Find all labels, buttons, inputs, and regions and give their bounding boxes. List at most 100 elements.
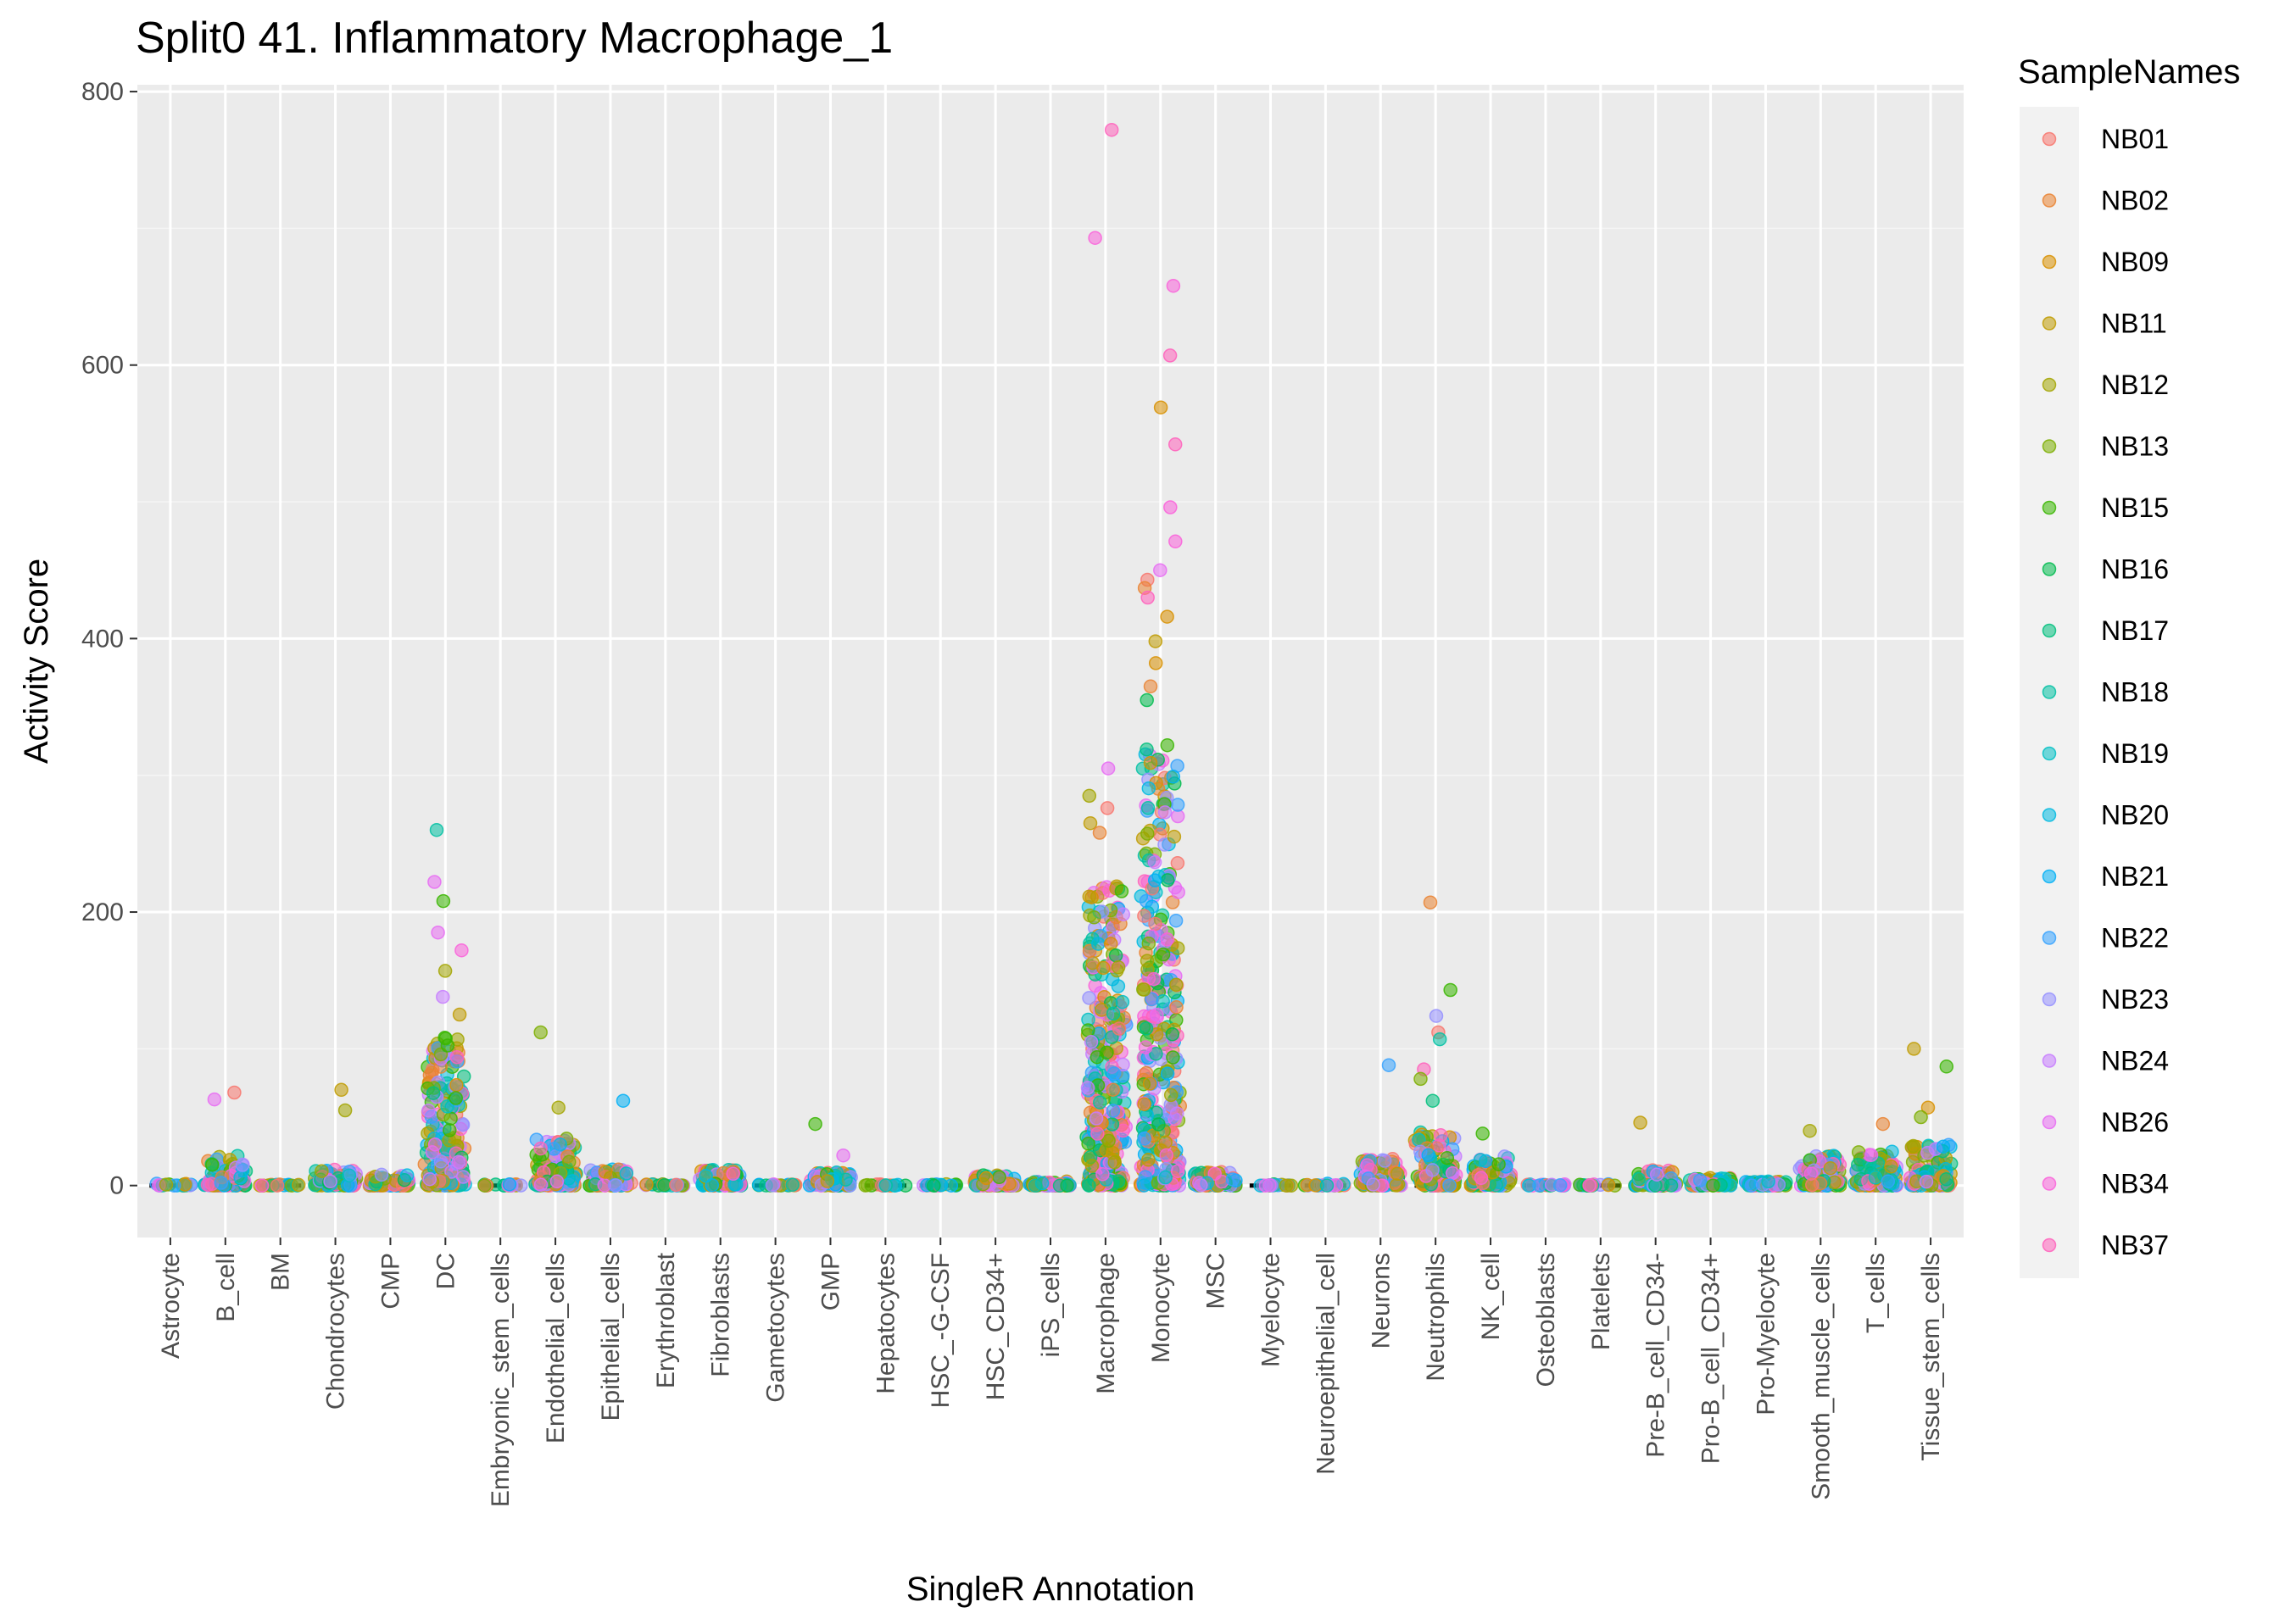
data-point <box>1168 913 1184 928</box>
data-point <box>533 1141 548 1156</box>
y-axis-title: Activity Score <box>18 559 55 764</box>
data-point <box>1106 1104 1121 1118</box>
data-point <box>1432 1138 1446 1153</box>
data-point <box>1140 826 1155 841</box>
data-point <box>1084 1035 1099 1049</box>
x-tick-label: DC <box>432 1253 460 1289</box>
data-point <box>1080 1081 1095 1095</box>
x-tick-label: T_cells <box>1862 1253 1890 1333</box>
data-point <box>1489 1178 1503 1193</box>
data-point <box>1082 788 1097 804</box>
data-point <box>451 1154 466 1170</box>
data-point <box>502 1177 517 1192</box>
legend-key-swatch <box>2042 1176 2057 1191</box>
data-point <box>1088 231 1102 245</box>
data-point <box>1914 1110 1928 1125</box>
y-tick-label: 200 <box>81 898 124 926</box>
data-point <box>1761 1174 1775 1189</box>
data-point <box>1137 982 1151 997</box>
data-point <box>1649 1167 1664 1182</box>
data-point <box>1093 1095 1107 1110</box>
data-point <box>1194 1177 1208 1193</box>
data-point <box>1092 826 1107 840</box>
data-point <box>992 1170 1006 1185</box>
data-point <box>1156 993 1170 1009</box>
data-point <box>1137 1132 1151 1146</box>
data-point <box>1166 1050 1180 1065</box>
data-point <box>1060 1178 1074 1193</box>
data-point <box>235 1158 250 1172</box>
data-point <box>657 1177 672 1193</box>
data-point <box>1143 679 1158 694</box>
data-point <box>1160 873 1175 887</box>
data-point <box>1103 937 1118 951</box>
legend-entry-label: NB34 <box>2101 1169 2169 1199</box>
data-point <box>429 822 444 837</box>
data-point <box>1148 916 1162 932</box>
data-point <box>1692 1173 1708 1187</box>
data-point <box>1308 1178 1323 1193</box>
data-point <box>1111 959 1126 975</box>
data-point <box>1168 534 1183 549</box>
legend-entry-label: NB26 <box>2101 1107 2169 1137</box>
data-point <box>1170 856 1185 870</box>
data-point <box>1425 1093 1441 1108</box>
data-point <box>1851 1157 1865 1172</box>
data-point <box>1106 1066 1122 1081</box>
data-point <box>1100 801 1115 815</box>
data-point <box>1907 1042 1921 1056</box>
data-point <box>1107 1155 1122 1170</box>
legend-title: SampleNames <box>2018 53 2240 91</box>
chart-title: Split0 41. Inflammatory Macrophage_1 <box>136 14 893 63</box>
legend-key-swatch <box>2042 1115 2057 1130</box>
data-point <box>808 1116 822 1132</box>
data-point <box>337 1103 353 1118</box>
legend-key-swatch <box>2042 808 2057 822</box>
data-point <box>1163 1087 1179 1103</box>
x-tick-label: Tissue_stem_cells <box>1917 1253 1945 1461</box>
legend-entry-label: NB11 <box>2101 309 2167 339</box>
data-point <box>1160 609 1174 624</box>
data-point <box>1100 1045 1114 1059</box>
data-point <box>1168 977 1184 993</box>
data-point <box>1165 1026 1180 1042</box>
data-point <box>1631 1171 1646 1187</box>
data-point <box>1147 873 1162 887</box>
legend-entry-label: NB15 <box>2101 492 2169 523</box>
data-point <box>1137 1178 1151 1193</box>
data-point <box>1137 1097 1151 1111</box>
data-point <box>1803 1123 1817 1138</box>
data-point <box>616 1093 631 1108</box>
data-point <box>205 1157 220 1172</box>
data-point <box>1491 1157 1506 1171</box>
data-point <box>426 1086 441 1100</box>
data-point <box>1160 1066 1175 1081</box>
data-point <box>1084 1159 1100 1173</box>
legend-key-swatch <box>2042 439 2057 453</box>
x-tick-label: Hepatocytes <box>872 1253 900 1394</box>
data-point <box>1082 1178 1096 1193</box>
legend-key-swatch <box>2042 1237 2057 1253</box>
data-point <box>159 1177 174 1192</box>
x-tick-label: Embryonic_stem_cells <box>487 1253 515 1507</box>
x-tick-label: Neutrophils <box>1422 1253 1450 1382</box>
data-point <box>726 1166 740 1182</box>
data-point <box>1108 948 1123 963</box>
data-point <box>1601 1177 1616 1193</box>
x-tick-label: Chondrocytes <box>322 1253 350 1410</box>
data-point <box>291 1177 306 1193</box>
x-tick-label: Pro-Myelocyte <box>1752 1253 1780 1415</box>
data-point <box>1225 1172 1240 1187</box>
data-point <box>1421 1148 1436 1163</box>
data-point <box>427 875 442 889</box>
legend-key-swatch <box>2042 685 2057 699</box>
data-point <box>699 1168 713 1183</box>
data-point <box>454 943 469 958</box>
y-tick-label: 0 <box>109 1172 124 1200</box>
data-point <box>1868 1171 1883 1185</box>
data-point <box>1171 885 1185 899</box>
data-point <box>1663 1178 1679 1193</box>
data-point <box>1864 1148 1879 1162</box>
legend-key-swatch <box>2042 562 2057 576</box>
legend-entry-label: NB13 <box>2101 431 2169 462</box>
